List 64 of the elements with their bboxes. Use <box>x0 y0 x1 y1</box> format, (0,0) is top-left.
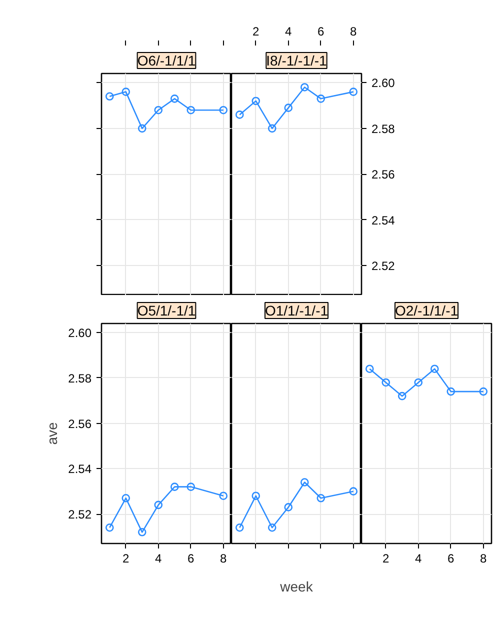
chart-title: O2/-1/1/-1 <box>394 302 458 318</box>
point <box>284 104 293 112</box>
point <box>349 88 358 96</box>
point <box>235 523 244 532</box>
point <box>284 503 293 512</box>
x-tick-label: 4 <box>285 24 292 38</box>
x-tick-label: 2 <box>252 24 260 38</box>
point <box>398 392 406 400</box>
x-tick-label: 4 <box>155 552 162 566</box>
y-tick-label: 2.54 <box>372 213 396 228</box>
y-tick-label: 2.60 <box>68 326 92 340</box>
point <box>154 106 163 114</box>
point <box>300 83 309 92</box>
x-tick-label: 4 <box>415 552 422 566</box>
point <box>252 492 260 500</box>
point <box>479 387 488 396</box>
point <box>349 487 358 496</box>
point <box>365 364 374 374</box>
chart-title: O5/1/-1/1 <box>137 302 196 318</box>
point <box>105 92 114 101</box>
point <box>382 378 390 387</box>
chart-title: O1/1/-1/-1 <box>264 302 328 318</box>
y-tick-label: 2.58 <box>372 122 396 136</box>
x-tick-label: 6 <box>448 552 455 566</box>
point <box>268 523 276 532</box>
point <box>105 523 114 532</box>
point <box>430 364 439 374</box>
point <box>235 110 244 119</box>
point <box>186 482 196 491</box>
y-tick-label: 2.58 <box>68 371 92 386</box>
chart-title: O6/-1/1/1 <box>137 52 196 68</box>
y-tick-label: 2.54 <box>68 462 92 476</box>
point <box>186 106 196 114</box>
y-tick-label: 2.56 <box>372 168 396 182</box>
point <box>219 492 228 500</box>
x-tick-label: 8 <box>220 552 228 566</box>
y-tick-label: 2.52 <box>68 508 92 522</box>
x-axis-title: week <box>279 578 314 594</box>
x-tick-label: 2 <box>122 552 130 566</box>
point <box>154 500 163 510</box>
point <box>138 528 146 536</box>
point <box>252 96 260 106</box>
point <box>170 482 179 491</box>
point <box>268 124 276 133</box>
x-tick-label: 2 <box>382 552 390 566</box>
x-tick-label: 6 <box>318 24 325 38</box>
x-tick-label: 8 <box>350 24 358 38</box>
point <box>300 478 309 486</box>
chart-title: I8/-1/-1/-1 <box>266 52 328 68</box>
y-tick-label: 2.56 <box>68 416 92 431</box>
y-tick-label: 2.60 <box>372 76 396 90</box>
point <box>122 88 130 96</box>
point <box>170 94 179 103</box>
point <box>316 494 326 502</box>
y-axis-title: ave <box>44 422 60 445</box>
point <box>122 494 130 502</box>
x-tick-label: 8 <box>480 552 488 566</box>
point <box>316 94 326 103</box>
point <box>414 378 423 387</box>
y-tick-label: 2.52 <box>372 259 396 274</box>
point <box>219 106 228 114</box>
x-tick-label: 6 <box>188 552 195 566</box>
point <box>446 387 456 396</box>
point <box>138 124 146 133</box>
